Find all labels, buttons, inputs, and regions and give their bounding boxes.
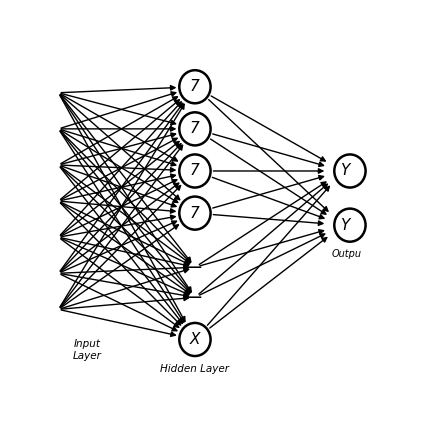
Text: 7: 7 [190, 206, 200, 221]
Text: Y: Y [340, 218, 349, 233]
Circle shape [179, 154, 211, 187]
Circle shape [179, 323, 211, 356]
Circle shape [179, 112, 211, 146]
Text: 7: 7 [190, 163, 200, 179]
Circle shape [179, 197, 211, 230]
Text: 7: 7 [190, 79, 200, 94]
Text: −: − [187, 258, 203, 277]
Circle shape [179, 70, 211, 103]
Text: Hidden Layer: Hidden Layer [160, 363, 230, 373]
Circle shape [334, 154, 365, 187]
Text: X: X [190, 332, 200, 347]
Text: Input
Layer: Input Layer [73, 339, 101, 361]
Text: 7: 7 [190, 122, 200, 136]
Text: Outpu: Outpu [331, 249, 362, 259]
Circle shape [334, 208, 365, 242]
Text: Y: Y [340, 163, 349, 179]
Text: −: − [187, 288, 203, 307]
